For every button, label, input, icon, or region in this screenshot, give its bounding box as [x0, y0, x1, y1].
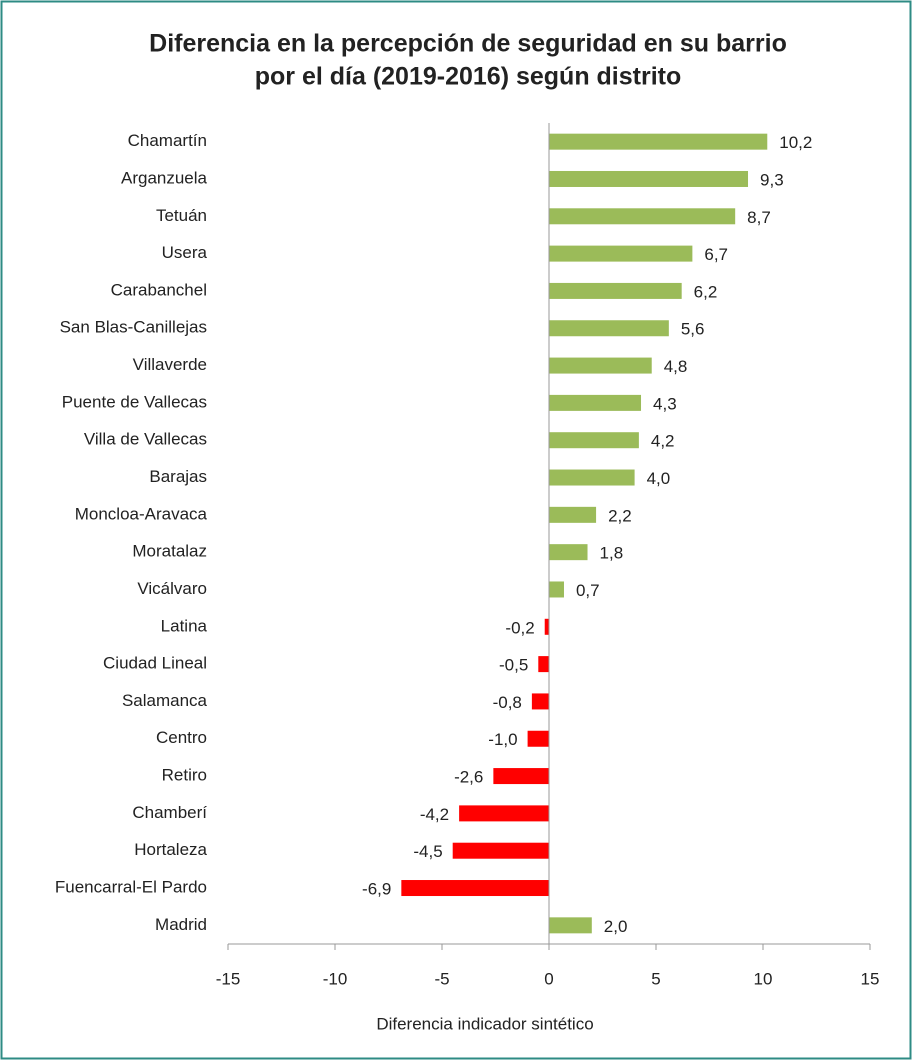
- bar: [549, 208, 736, 225]
- bar: [549, 917, 592, 934]
- bar: [549, 133, 768, 150]
- x-tick-label: 15: [861, 969, 880, 988]
- y-tick-label: Puente de Vallecas: [62, 392, 207, 411]
- y-tick-label: Retiro: [162, 766, 207, 785]
- y-tick-label: Madrid: [155, 915, 207, 934]
- x-tick-label: -5: [434, 969, 449, 988]
- y-tick-label: Villa de Vallecas: [84, 430, 207, 449]
- chart-title: Diferencia en la percepción de seguridad…: [149, 30, 787, 58]
- value-label: 2,2: [608, 506, 632, 525]
- chart-title: por el día (2019-2016) según distrito: [255, 63, 682, 91]
- y-tick-label: Vicálvaro: [137, 579, 207, 598]
- x-tick-label: 10: [754, 969, 773, 988]
- value-label: -0,2: [505, 618, 534, 637]
- value-label: -0,8: [493, 693, 522, 712]
- bar: [549, 544, 588, 561]
- y-tick-label: Latina: [161, 616, 208, 635]
- y-tick-label: Tetuán: [156, 206, 207, 225]
- y-tick-label: Chamartín: [128, 131, 207, 150]
- y-tick-label: Villaverde: [133, 355, 207, 374]
- x-tick-label: 5: [651, 969, 660, 988]
- y-tick-label: Carabanchel: [111, 280, 207, 299]
- bar: [538, 656, 549, 673]
- value-label: -6,9: [362, 880, 391, 899]
- bar: [549, 581, 564, 598]
- bar: [549, 170, 749, 187]
- bar: [549, 282, 682, 299]
- y-tick-label: Chamberí: [132, 803, 207, 822]
- y-tick-label: Moratalaz: [132, 542, 207, 561]
- value-label: 0,7: [576, 581, 600, 600]
- y-tick-label: Usera: [162, 243, 208, 262]
- bar: [549, 357, 652, 374]
- y-tick-label: Moncloa-Aravaca: [75, 504, 208, 523]
- y-tick-label: Hortaleza: [134, 840, 207, 859]
- bar: [549, 469, 635, 486]
- bar: [549, 432, 639, 449]
- value-label: -4,5: [413, 842, 442, 861]
- value-label: 8,7: [747, 208, 771, 227]
- x-tick-label: 0: [544, 969, 553, 988]
- value-label: 4,3: [653, 394, 677, 413]
- y-tick-label: Centro: [156, 728, 207, 747]
- y-tick-label: Fuencarral-El Pardo: [55, 878, 207, 897]
- value-label: 1,8: [600, 544, 624, 563]
- x-tick-label: -10: [323, 969, 348, 988]
- bar: [549, 320, 669, 337]
- value-label: -0,5: [499, 656, 528, 675]
- value-label: -4,2: [420, 805, 449, 824]
- bar: [549, 394, 642, 411]
- x-axis-label: Diferencia indicador sintético: [376, 1014, 593, 1033]
- bar: [493, 768, 549, 785]
- value-label: -2,6: [454, 768, 483, 787]
- y-tick-label: Salamanca: [122, 691, 208, 710]
- y-tick-label: Arganzuela: [121, 168, 208, 187]
- x-tick-label: -15: [216, 969, 241, 988]
- value-label: 4,2: [651, 432, 675, 451]
- value-label: 4,0: [647, 469, 671, 488]
- bar: [452, 842, 549, 859]
- bar: [549, 245, 693, 262]
- value-label: 10,2: [779, 133, 812, 152]
- bar: [531, 693, 549, 710]
- y-tick-label: Ciudad Lineal: [103, 654, 207, 673]
- value-label: 6,2: [694, 282, 718, 301]
- bar: [527, 730, 549, 747]
- value-label: 9,3: [760, 170, 784, 189]
- bar: [459, 805, 549, 822]
- value-label: 5,6: [681, 320, 705, 339]
- value-label: -1,0: [488, 730, 517, 749]
- bar: [544, 618, 549, 635]
- bar: [401, 880, 549, 897]
- value-label: 2,0: [604, 917, 628, 936]
- value-label: 6,7: [704, 245, 728, 264]
- y-tick-label: San Blas-Canillejas: [60, 318, 207, 337]
- y-tick-label: Barajas: [149, 467, 207, 486]
- value-label: 4,8: [664, 357, 688, 376]
- bar: [549, 506, 597, 523]
